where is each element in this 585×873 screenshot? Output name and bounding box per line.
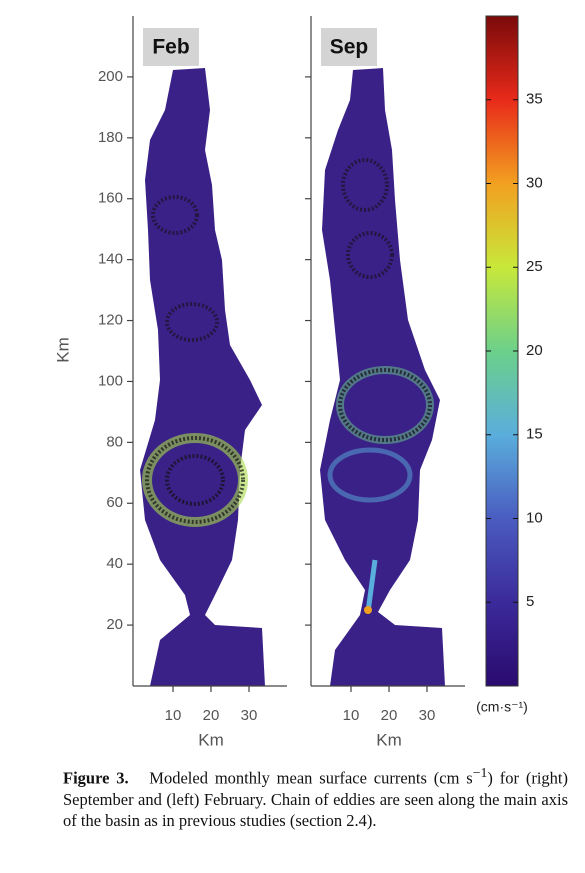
y-tick-label: 40 bbox=[106, 555, 123, 572]
x-axis-label: Km bbox=[376, 730, 402, 749]
x-axis-label: Km bbox=[198, 730, 224, 749]
y-tick-label: 20 bbox=[106, 616, 123, 633]
caption-text: Modeled monthly mean surface currents (c… bbox=[149, 768, 473, 788]
panel-label: Feb bbox=[152, 36, 189, 59]
y-tick-label: 60 bbox=[106, 494, 123, 511]
y-tick-label: 100 bbox=[98, 372, 123, 389]
panel-label-box bbox=[143, 28, 199, 66]
caption-label: Figure 3. bbox=[63, 768, 129, 788]
x-tick-label: 30 bbox=[241, 707, 258, 724]
x-tick-label: 10 bbox=[343, 707, 360, 724]
y-tick-label: 140 bbox=[98, 251, 123, 268]
colorbar-tick-label: 35 bbox=[526, 91, 543, 108]
panel-label-box bbox=[321, 28, 377, 66]
colorbar-label: (cm·s⁻¹) bbox=[476, 699, 528, 715]
x-tick-label: 20 bbox=[203, 707, 220, 724]
caption: Figure 3. Modeled monthly mean surface c… bbox=[63, 762, 568, 831]
y-axis-label: Km bbox=[53, 337, 72, 363]
y-tick-label: 200 bbox=[98, 68, 123, 85]
basin-feb bbox=[140, 68, 265, 686]
y-tick-label: 80 bbox=[106, 433, 123, 450]
x-tick-label: 30 bbox=[419, 707, 436, 724]
colorbar-tick-label: 10 bbox=[526, 509, 543, 526]
colorbar-tick-label: 5 bbox=[526, 593, 534, 610]
basin-sep bbox=[320, 68, 445, 686]
x-tick-label: 10 bbox=[165, 707, 182, 724]
colorbar-tick-label: 15 bbox=[526, 426, 543, 443]
caption-superscript: −1 bbox=[472, 765, 488, 780]
y-tick-label: 160 bbox=[98, 190, 123, 207]
y-tick-label: 180 bbox=[98, 129, 123, 146]
colorbar-tick-label: 25 bbox=[526, 258, 543, 275]
x-tick-label: 20 bbox=[381, 707, 398, 724]
colorbar-tick-label: 30 bbox=[526, 174, 543, 191]
caption-text: ) for (right) September and (left) Febru… bbox=[63, 768, 568, 830]
colorbar-tick-label: 20 bbox=[526, 342, 543, 359]
figure-plots: 10 20 30 Km 20 40 60 80 100 120 140 160 180 200 Km Feb 1… bbox=[53, 15, 543, 749]
panel-label: Sep bbox=[330, 36, 369, 59]
y-tick-label: 120 bbox=[98, 312, 123, 329]
